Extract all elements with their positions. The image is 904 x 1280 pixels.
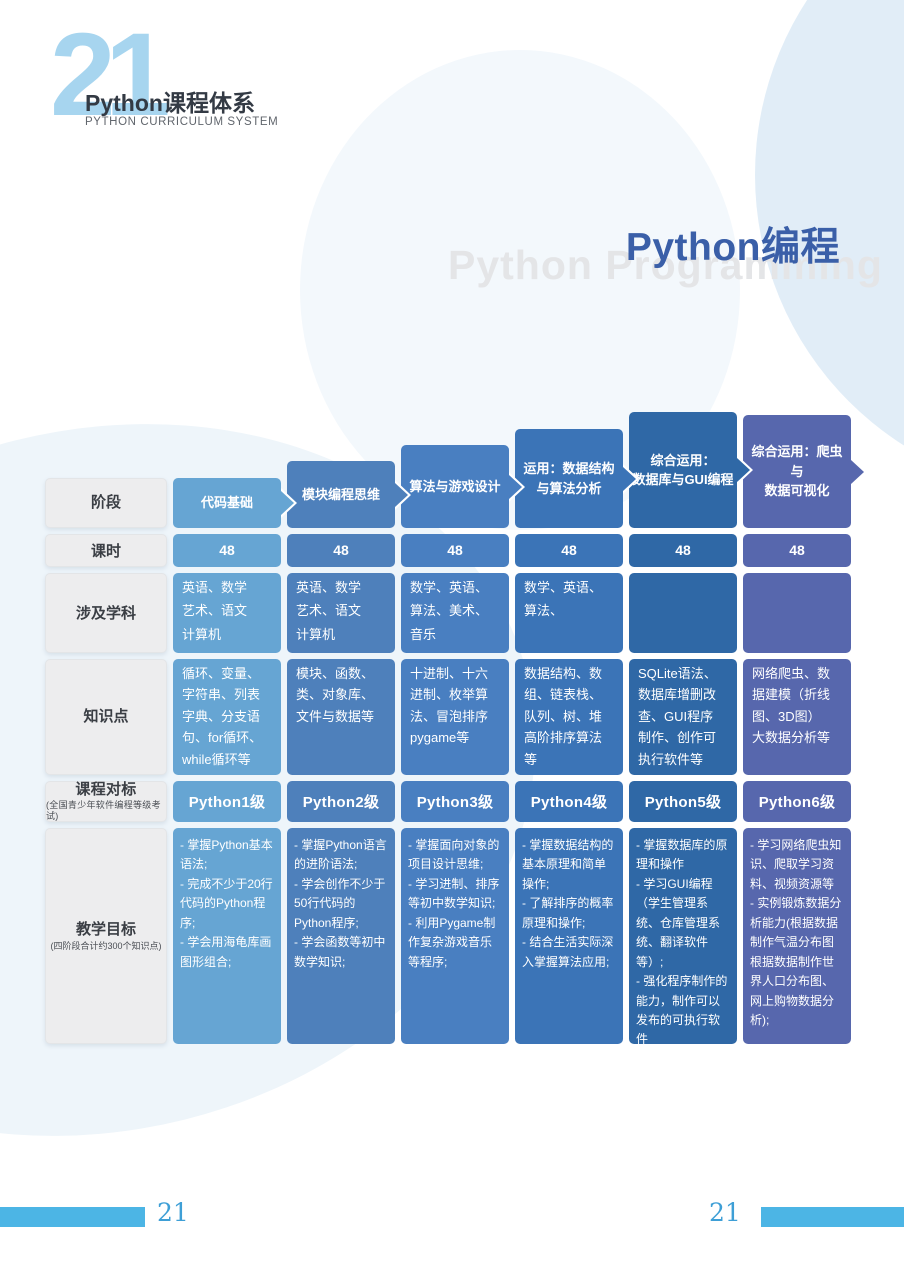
page-number-right: 21	[709, 1198, 741, 1227]
cell-stage-3-text: 算法与游戏设计	[409, 478, 501, 494]
cell-stage-4: 运用：数据结构 与算法分析	[515, 429, 639, 528]
page-title: Python课程体系	[85, 90, 255, 116]
cell-benchmark-4: Python4级	[515, 781, 623, 822]
cell-knowledge-2: 模块、函数、 类、对象库、 文件与数据等	[287, 659, 395, 775]
page-subtitle: PYTHON CURRICULUM SYSTEM	[85, 116, 279, 128]
cell-knowledge-3: 十进制、十六 进制、枚举算 法、冒泡排序 pygame等	[401, 659, 509, 775]
cell-hours-6: 48	[743, 534, 851, 567]
row-label-hours: 课时	[45, 534, 167, 567]
curriculum-table: 阶段 课时 涉及学科 知识点 课程对标 (全国青少年软件编程等级考试) 教学目标…	[45, 412, 867, 1046]
row-label-benchmark-text: 课程对标	[75, 781, 137, 799]
row-label-stage: 阶段	[45, 478, 167, 528]
hero-title: Python编程	[625, 226, 840, 269]
row-label-stage-text: 阶段	[90, 493, 121, 511]
column-python-level-4: 运用：数据结构 与算法分析 48 数学、英语、 算法、 数据结构、数 组、链表栈…	[515, 412, 639, 1044]
cell-subjects-1: 英语、数学 艺术、语文 计算机	[173, 573, 281, 653]
row-label-benchmark: 课程对标 (全国青少年软件编程等级考试)	[45, 781, 167, 822]
row-label-goals-note: (四阶段合计约300个知识点)	[50, 940, 162, 951]
cell-stage-5-text: 综合运用： 数据库与GUI编程	[632, 452, 734, 488]
cell-hours-4: 48	[515, 534, 623, 567]
column-python-level-2: 模块编程思维 48 英语、数学 艺术、语文 计算机 模块、函数、 类、对象库、 …	[287, 412, 411, 1044]
cell-goals-5: - 掌握数据库的原理和操作 - 学习GUI编程（学生管理系统、仓库管理系统、翻译…	[629, 828, 737, 1046]
cell-goals-4: - 掌握数据结构的基本原理和简单操作; - 了解排序的概率原理和操作; - 结合…	[515, 828, 623, 1044]
cell-subjects-3: 数学、英语、 算法、美术、 音乐	[401, 573, 509, 653]
row-label-goals: 教学目标 (四阶段合计约300个知识点)	[45, 828, 167, 1044]
footer-bar-left	[0, 1207, 145, 1227]
cell-knowledge-5: SQLite语法、 数据库增删改 查、GUI程序 制作、创作可 执行软件等	[629, 659, 737, 775]
row-label-subjects: 涉及学科	[45, 573, 167, 653]
cell-knowledge-1: 循环、变量、 字符串、列表 字典、分支语 句、for循环、 while循环等	[173, 659, 281, 775]
column-python-level-5: 综合运用： 数据库与GUI编程 48 SQLite语法、 数据库增删改 查、GU…	[629, 412, 753, 1046]
column-python-level-1: 代码基础 48 英语、数学 艺术、语文 计算机 循环、变量、 字符串、列表 字典…	[173, 412, 297, 1044]
cell-knowledge-6: 网络爬虫、数 据建模（折线 图、3D图） 大数据分析等	[743, 659, 851, 775]
column-python-level-3: 算法与游戏设计 48 数学、英语、 算法、美术、 音乐 十进制、十六 进制、枚举…	[401, 412, 525, 1044]
cell-benchmark-1: Python1级	[173, 781, 281, 822]
cell-benchmark-6: Python6级	[743, 781, 851, 822]
cell-subjects-5	[629, 573, 737, 653]
footer-bar-right	[761, 1207, 904, 1227]
cell-hours-3: 48	[401, 534, 509, 567]
cell-stage-5: 综合运用： 数据库与GUI编程	[629, 412, 753, 528]
column-python-level-6: 综合运用：爬虫与 数据可视化 48 网络爬虫、数 据建模（折线 图、3D图） 大…	[743, 412, 867, 1044]
cell-benchmark-3: Python3级	[401, 781, 509, 822]
row-label-knowledge: 知识点	[45, 659, 167, 775]
cell-stage-1: 代码基础	[173, 478, 297, 528]
cell-stage-6-text: 综合运用：爬虫与 数据可视化	[751, 444, 843, 499]
cell-stage-2: 模块编程思维	[287, 461, 411, 528]
cell-stage-4-text: 运用：数据结构 与算法分析	[523, 461, 615, 496]
cell-goals-2: - 掌握Python语言的进阶语法; - 学会创作不少于50行代码的Python…	[287, 828, 395, 1044]
arrow-right-icon	[851, 456, 867, 487]
cell-knowledge-4: 数据结构、数 组、链表栈、 队列、树、堆 高阶排序算法 等	[515, 659, 623, 775]
hero-watermark: Python Programming	[448, 242, 883, 288]
cell-stage-1-text: 代码基础	[200, 495, 253, 511]
cell-subjects-4: 数学、英语、 算法、	[515, 573, 623, 653]
cell-hours-1: 48	[173, 534, 281, 567]
row-label-goals-text: 教学目标	[75, 920, 136, 938]
row-label-benchmark-note: (全国青少年软件编程等级考试)	[46, 800, 161, 821]
cell-hours-2: 48	[287, 534, 395, 567]
cell-subjects-2: 英语、数学 艺术、语文 计算机	[287, 573, 395, 653]
cell-subjects-6	[743, 573, 851, 653]
cell-stage-6: 综合运用：爬虫与 数据可视化	[743, 415, 867, 528]
cell-goals-6: - 学习网络爬虫知识、爬取学习资料、视频资源等 - 实例锻炼数据分析能力(根据数…	[743, 828, 851, 1044]
cell-benchmark-5: Python5级	[629, 781, 737, 822]
cell-benchmark-2: Python2级	[287, 781, 395, 822]
cell-stage-2-text: 模块编程思维	[301, 486, 380, 502]
cell-stage-3: 算法与游戏设计	[401, 445, 525, 528]
cell-goals-3: - 掌握面向对象的项目设计思维; - 学习进制、排序等初中数学知识; - 利用P…	[401, 828, 509, 1044]
chapter-number: 21	[50, 9, 171, 141]
row-label-column: 阶段 课时 涉及学科 知识点 课程对标 (全国青少年软件编程等级考试) 教学目标…	[45, 412, 167, 1044]
cell-goals-1: - 掌握Python基本语法; - 完成不少于20行代码的Python程序; -…	[173, 828, 281, 1044]
cell-hours-5: 48	[629, 534, 737, 567]
page-number-left: 21	[157, 1198, 189, 1227]
